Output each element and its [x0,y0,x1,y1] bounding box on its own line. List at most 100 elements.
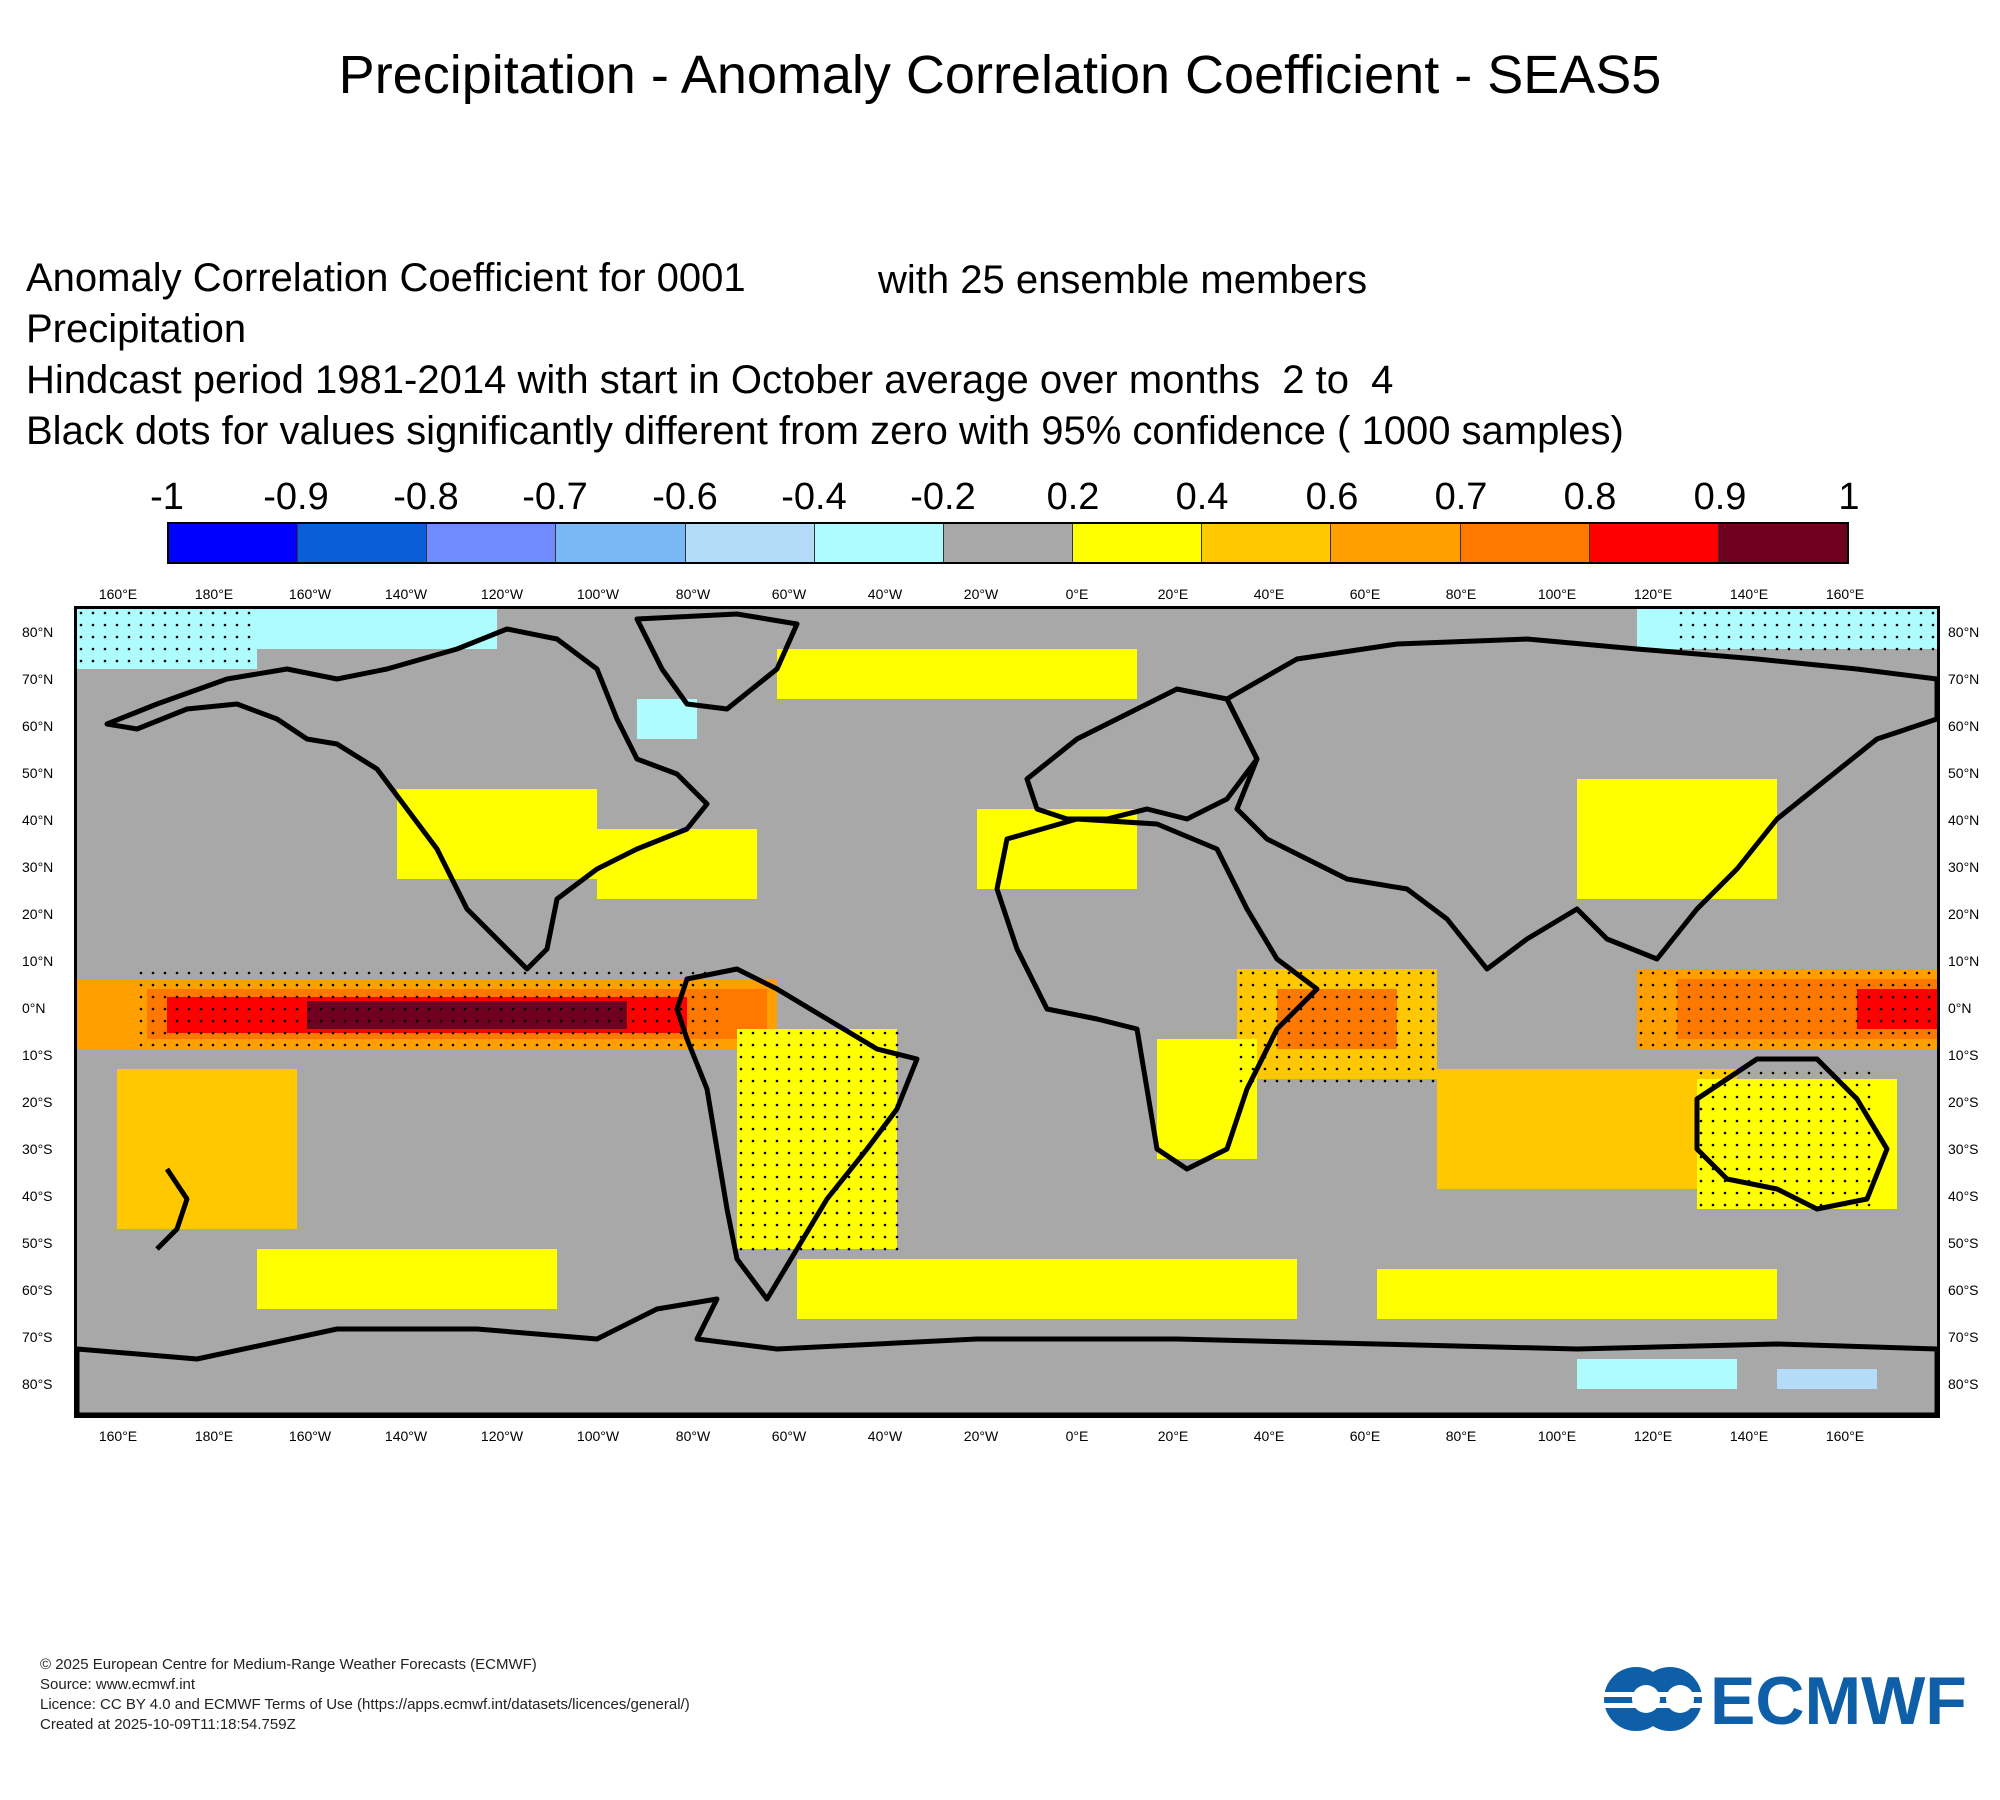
lon-label: 40°W [867,586,903,602]
significance-dot [895,1139,899,1143]
significance-dot [1311,1055,1315,1059]
significance-dot [595,1007,599,1011]
significance-dot [187,623,191,627]
significance-dot [715,1019,719,1023]
significance-dot [763,1247,767,1251]
significance-dot [1407,1055,1411,1059]
significance-dot [1783,1007,1787,1011]
significance-dot [1843,1019,1847,1023]
significance-dot [1431,1019,1435,1023]
lon-label: 100°E [1537,586,1577,602]
significance-dot [1699,1019,1703,1023]
significance-dot [859,1103,863,1107]
significance-dot [391,971,395,975]
significance-dot [307,1043,311,1047]
significance-dot [1687,995,1691,999]
significance-dot [679,1019,683,1023]
field-patch [1437,1069,1737,1189]
significance-dot [631,983,635,987]
significance-dot [835,1079,839,1083]
significance-dot [1727,635,1731,639]
significance-dot [163,983,167,987]
significance-dot [127,623,131,627]
significance-dot [1855,1107,1859,1111]
significance-dot [1407,1019,1411,1023]
significance-dot [823,1223,827,1227]
significance-dot [547,1031,551,1035]
significance-dot [1891,983,1895,987]
significance-dot [151,971,155,975]
ecmwf-logo-icon: ECMWF [1598,1663,1967,1739]
significance-dot [391,983,395,987]
significance-dot [379,1019,383,1023]
significance-dot [871,1247,875,1251]
significance-dot [895,1103,899,1107]
significance-dot [703,1019,707,1023]
significance-dot [1263,983,1267,987]
significance-dot [1735,1155,1739,1159]
significance-dot [1795,1119,1799,1123]
significance-dot [1771,983,1775,987]
significance-dot [523,1007,527,1011]
significance-dot [283,1031,287,1035]
significance-dot [1771,1107,1775,1111]
significance-dot [1335,983,1339,987]
significance-dot [739,1175,743,1179]
significance-dot [1759,1131,1763,1135]
lat-label: 30°S [22,1141,53,1157]
lon-label: 160°E [98,586,138,602]
significance-dot [1651,1031,1655,1035]
significance-dot [1371,1055,1375,1059]
significance-dot [487,1019,491,1023]
significance-dot [1287,1055,1291,1059]
significance-dot [763,1055,767,1059]
significance-dot [1711,1155,1715,1159]
significance-dot [175,983,179,987]
significance-dot [787,1103,791,1107]
significance-dot [811,1043,815,1047]
significance-dot [1867,1071,1871,1075]
significance-dot [775,1151,779,1155]
significance-dot [895,1199,899,1203]
significance-dot [1407,971,1411,975]
significance-dot [1831,1203,1835,1207]
significance-dot [1735,1131,1739,1135]
significance-dot [1819,1031,1823,1035]
significance-dot [1783,1071,1787,1075]
significance-dot [223,1019,227,1023]
significance-dot [1759,995,1763,999]
significance-dot [1699,1191,1703,1195]
significance-dot [1931,623,1935,627]
significance-dot [775,1211,779,1215]
significance-dot [1347,1007,1351,1011]
significance-dot [1819,1131,1823,1135]
significance-dot [775,1031,779,1035]
significance-dot [1795,1071,1799,1075]
lon-label: 180°E [194,1428,234,1444]
significance-dot [1807,1095,1811,1099]
significance-dot [1867,1107,1871,1111]
significance-dot [883,1115,887,1119]
significance-dot [1763,635,1767,639]
significance-dot [1347,1019,1351,1023]
significance-dot [367,1019,371,1023]
significance-dot [307,1007,311,1011]
significance-dot [823,1163,827,1167]
significance-dot [667,971,671,975]
significance-dot [823,1031,827,1035]
significance-dot [391,1031,395,1035]
significance-dot [247,971,251,975]
significance-dot [1299,1031,1303,1035]
significance-dot [1419,1019,1423,1023]
significance-dot [1699,971,1703,975]
significance-dot [1771,1071,1775,1075]
significance-dot [211,623,215,627]
significance-dot [1759,1143,1763,1147]
significance-dot [427,971,431,975]
colorbar-label: 0.7 [1434,476,1488,518]
significance-dot [811,1151,815,1155]
significance-dot [631,1043,635,1047]
significance-dot [187,647,191,651]
significance-dot [199,635,203,639]
significance-dot [595,983,599,987]
